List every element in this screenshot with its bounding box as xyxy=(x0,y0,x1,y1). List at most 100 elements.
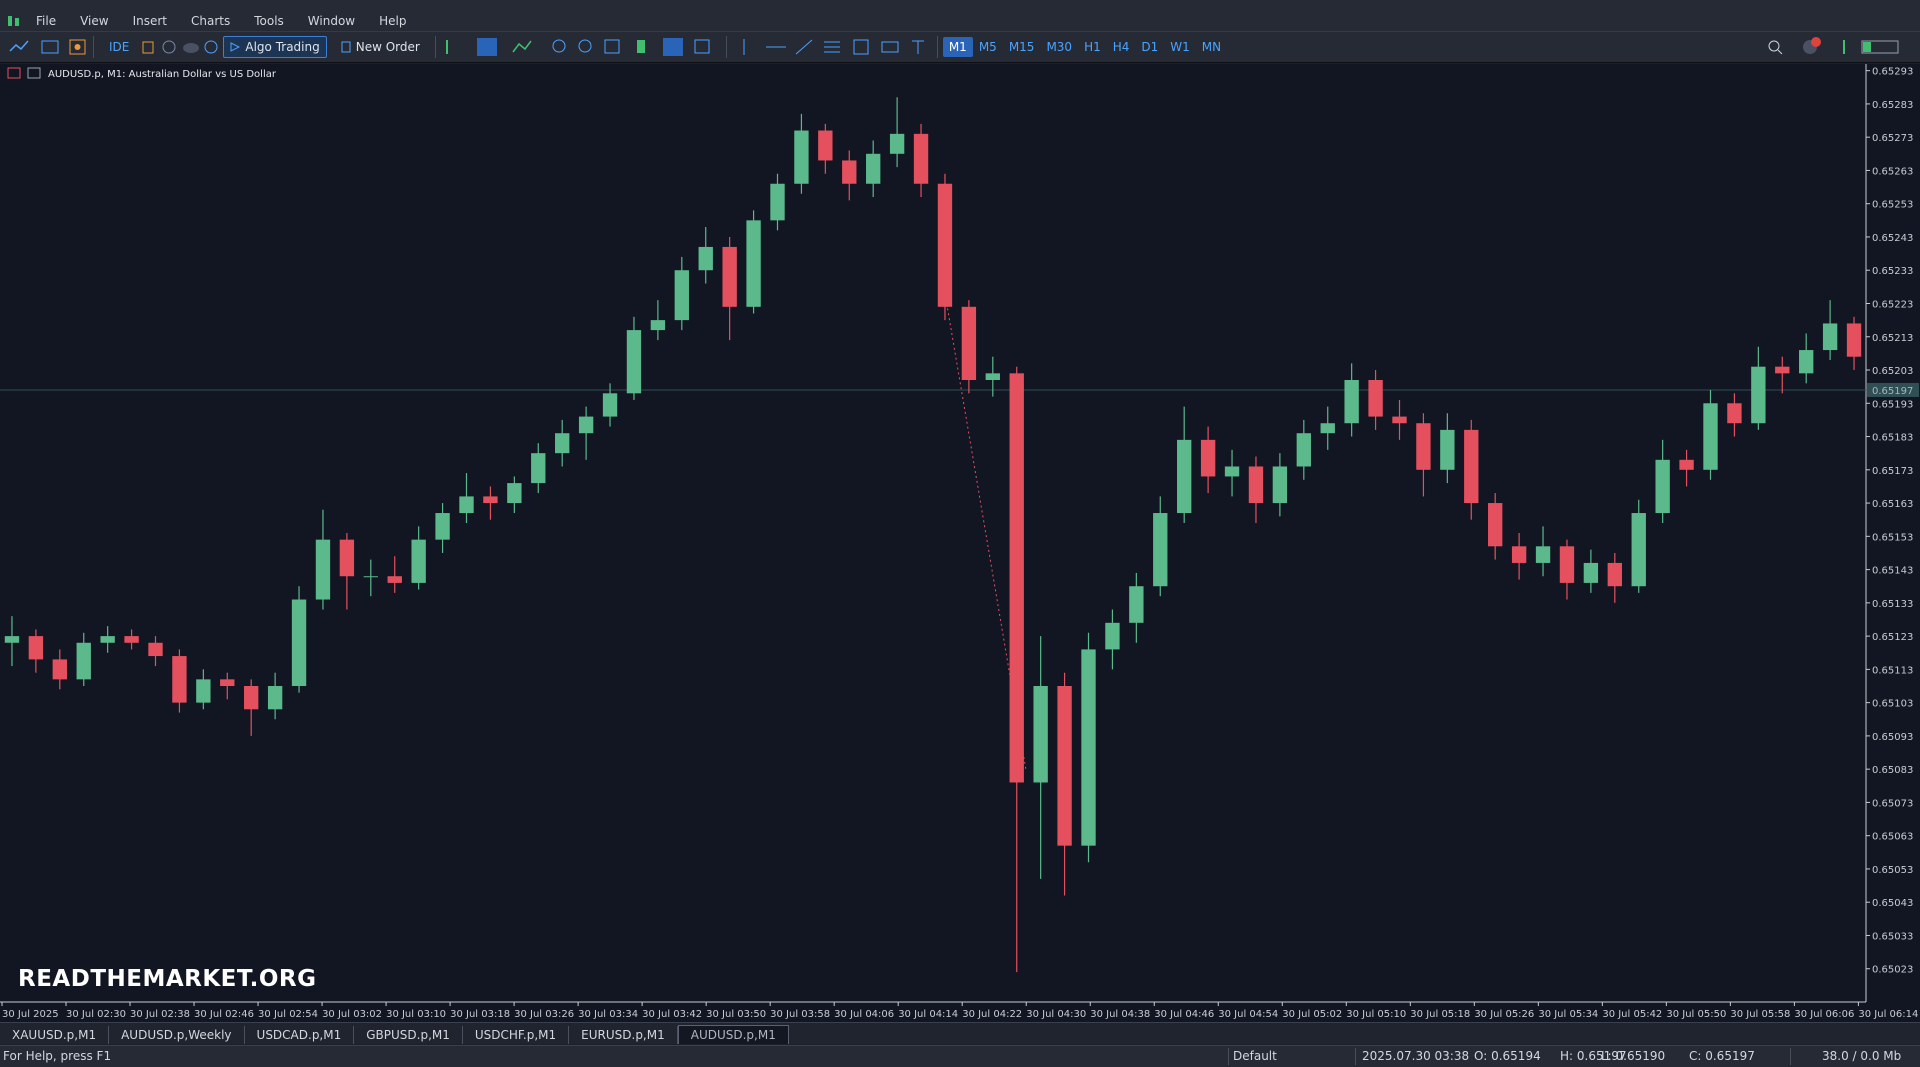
menu-item[interactable]: Window xyxy=(307,13,356,28)
timeframe-button[interactable]: M30 xyxy=(1046,40,1073,54)
chart-tab[interactable]: EURUSD.p,M1 xyxy=(569,1026,678,1044)
candle-body xyxy=(507,483,522,504)
timeframe-button[interactable]: H4 xyxy=(1112,40,1130,54)
menu-item[interactable]: Charts xyxy=(191,13,231,28)
x-tick-label: 30 Jul 05:42 xyxy=(1602,1009,1662,1020)
new-order-button[interactable]: New Order xyxy=(335,37,426,57)
timeframe-button[interactable]: H1 xyxy=(1084,40,1101,54)
candle-body xyxy=(1033,686,1048,783)
candle-body xyxy=(674,270,689,321)
candle-body xyxy=(722,246,737,307)
chart-title: AUDUSD.p, M1: Australian Dollar vs US Do… xyxy=(48,69,277,80)
y-tick-label: 0.65133 xyxy=(1872,599,1913,610)
menu-item[interactable]: Tools xyxy=(254,13,284,28)
ide-button[interactable]: IDE xyxy=(109,40,130,54)
chart-tab[interactable]: GBPUSD.p,M1 xyxy=(354,1026,463,1044)
menu-item[interactable]: View xyxy=(80,13,109,28)
candle-body xyxy=(1153,513,1168,587)
candle-body xyxy=(961,306,977,380)
candle-body xyxy=(1177,439,1192,514)
timeframe-bar: M1 M5 M15 M30 H1 H4 D1 W1 MN xyxy=(942,37,1227,57)
chart: AUDUSD.p, M1: Australian Dollar vs US Do… xyxy=(0,64,1920,1022)
y-tick-label: 0.65023 xyxy=(1872,965,1913,976)
x-tick-label: 30 Jul 04:38 xyxy=(1090,1009,1150,1020)
candle-body xyxy=(1296,433,1311,467)
chart-type-icons[interactable] xyxy=(8,37,68,57)
chart-tab[interactable]: XAUUSD.p,M1 xyxy=(0,1026,110,1044)
y-tick-label: 0.65273 xyxy=(1872,133,1913,144)
candle-body xyxy=(602,393,618,417)
candle-body xyxy=(1488,503,1503,547)
timeframe-button[interactable]: MN xyxy=(1201,40,1222,54)
chart-tabs: XAUUSD.p,M1 AUDUSD.p,Weekly USDCAD.p,M1 GBP… xyxy=(0,1022,1920,1044)
candle-body xyxy=(1248,466,1264,504)
algo-trading-button[interactable]: Algo Trading xyxy=(223,36,327,58)
traffic: 38.0 / 0.0 Mb xyxy=(1822,1049,1902,1063)
y-tick-label: 0.65213 xyxy=(1872,333,1913,344)
candle-body xyxy=(1607,562,1622,587)
play-icon xyxy=(230,42,241,52)
candle-body xyxy=(1631,513,1646,587)
candle-body xyxy=(1727,403,1742,424)
y-tick-label: 0.65033 xyxy=(1872,931,1913,942)
candle-body xyxy=(76,642,91,680)
candle-body xyxy=(1775,366,1790,374)
x-tick-label: 30 Jul 03:26 xyxy=(514,1009,574,1020)
help-text: For Help, press F1 xyxy=(3,1049,112,1063)
y-tick-label: 0.65293 xyxy=(1872,67,1913,78)
chart-tab[interactable]: USDCHF.p,M1 xyxy=(463,1026,570,1044)
chart-tab[interactable]: USDCAD.p,M1 xyxy=(245,1026,355,1044)
menu-item[interactable]: Help xyxy=(379,13,407,28)
candle-body xyxy=(555,433,570,454)
y-tick-label: 0.65183 xyxy=(1872,433,1913,444)
bar-time: 2025.07.30 03:38 xyxy=(1362,1049,1470,1063)
candle-body xyxy=(866,153,881,184)
candle-body xyxy=(483,496,498,504)
y-tick-label: 0.65043 xyxy=(1872,898,1913,909)
candle-body xyxy=(4,636,20,643)
candle-body xyxy=(459,496,474,514)
chart-tab[interactable]: AUDUSD.p,Weekly xyxy=(109,1026,245,1044)
candle-body xyxy=(1272,466,1288,504)
candle-body xyxy=(1846,323,1862,357)
profile: Default xyxy=(1233,1049,1277,1063)
candle-body xyxy=(794,130,809,184)
chart-tab[interactable]: AUDUSD.p,M1 xyxy=(677,1025,789,1044)
x-tick-label: 30 Jul 05:50 xyxy=(1666,1009,1726,1020)
dollar-icon[interactable] xyxy=(68,37,88,57)
x-tick-label: 30 Jul 04:46 xyxy=(1154,1009,1214,1020)
x-tick-label: 30 Jul 02:46 xyxy=(194,1009,254,1020)
timeframe-button[interactable]: W1 xyxy=(1170,40,1190,54)
candle-body xyxy=(985,373,1000,380)
x-tick-label: 30 Jul 04:06 xyxy=(834,1009,894,1020)
y-tick-label: 0.65063 xyxy=(1872,832,1913,843)
timeframe-button[interactable]: M5 xyxy=(978,40,997,54)
drawing-tool-icons[interactable] xyxy=(732,36,932,58)
candle-body xyxy=(124,636,139,643)
timeframe-button[interactable]: M1 xyxy=(942,37,973,57)
candle-body xyxy=(220,679,235,687)
y-tick-label: 0.65093 xyxy=(1872,732,1913,743)
timeframe-button[interactable]: M15 xyxy=(1008,40,1035,54)
x-tick-label: 30 Jul 04:54 xyxy=(1218,1009,1278,1020)
timeframe-button[interactable]: D1 xyxy=(1141,40,1159,54)
menu-item[interactable]: File xyxy=(36,13,57,28)
bar-open: O: 0.65194 xyxy=(1474,1049,1541,1063)
candle-body xyxy=(913,133,929,184)
x-tick-label: 30 Jul 05:58 xyxy=(1730,1009,1790,1020)
toolbar-icons[interactable] xyxy=(139,37,219,57)
menu-item[interactable]: Insert xyxy=(132,13,167,28)
candle-body xyxy=(1368,379,1383,417)
x-tick-label: 30 Jul 03:02 xyxy=(322,1009,382,1020)
title-bar xyxy=(0,0,1920,10)
y-tick-label: 0.65163 xyxy=(1872,499,1913,510)
chart-tool-icons[interactable] xyxy=(441,36,721,58)
x-tick-label: 30 Jul 03:58 xyxy=(770,1009,830,1020)
candle-body xyxy=(1344,379,1359,424)
x-tick-label: 30 Jul 02:38 xyxy=(130,1009,190,1020)
candle-body xyxy=(1392,416,1407,424)
candle-body xyxy=(148,642,163,657)
toolbar: IDE Algo Trading New Order M1 M5 M15 M30 H1 H… xyxy=(0,31,1920,63)
separator xyxy=(725,36,727,58)
